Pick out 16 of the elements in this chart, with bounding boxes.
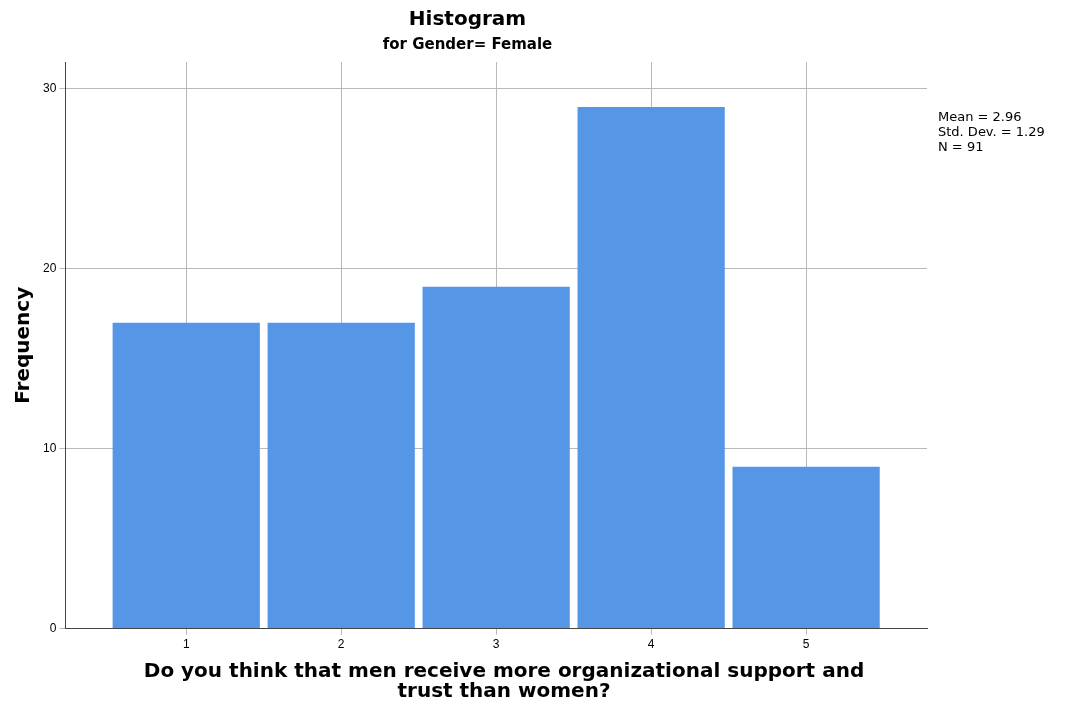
x-tick-label: 1 xyxy=(182,637,190,652)
y-tick-label: 10 xyxy=(42,441,57,456)
text: N = 91 xyxy=(938,139,985,154)
x-tick-label: 3 xyxy=(492,637,500,652)
x-tick-label: 4 xyxy=(647,637,655,652)
text: Mean = 2.96 xyxy=(938,109,1023,124)
text: Std. Dev. = 1.29 xyxy=(938,124,1045,139)
x-tick-label: 5 xyxy=(802,637,810,652)
y-tick-label: 20 xyxy=(42,261,57,276)
y-axis-title: Frequency xyxy=(10,286,35,404)
y-tick-label: 0 xyxy=(49,620,57,635)
chart-title: Histogram xyxy=(408,6,527,31)
x-axis-title: Do you think that men receive more organizational support and trust than women? xyxy=(142,658,866,702)
x-tick-label: 2 xyxy=(337,637,345,652)
chart-subtitle: for Gender= Female xyxy=(382,34,553,53)
y-tick-label: 30 xyxy=(42,81,57,96)
